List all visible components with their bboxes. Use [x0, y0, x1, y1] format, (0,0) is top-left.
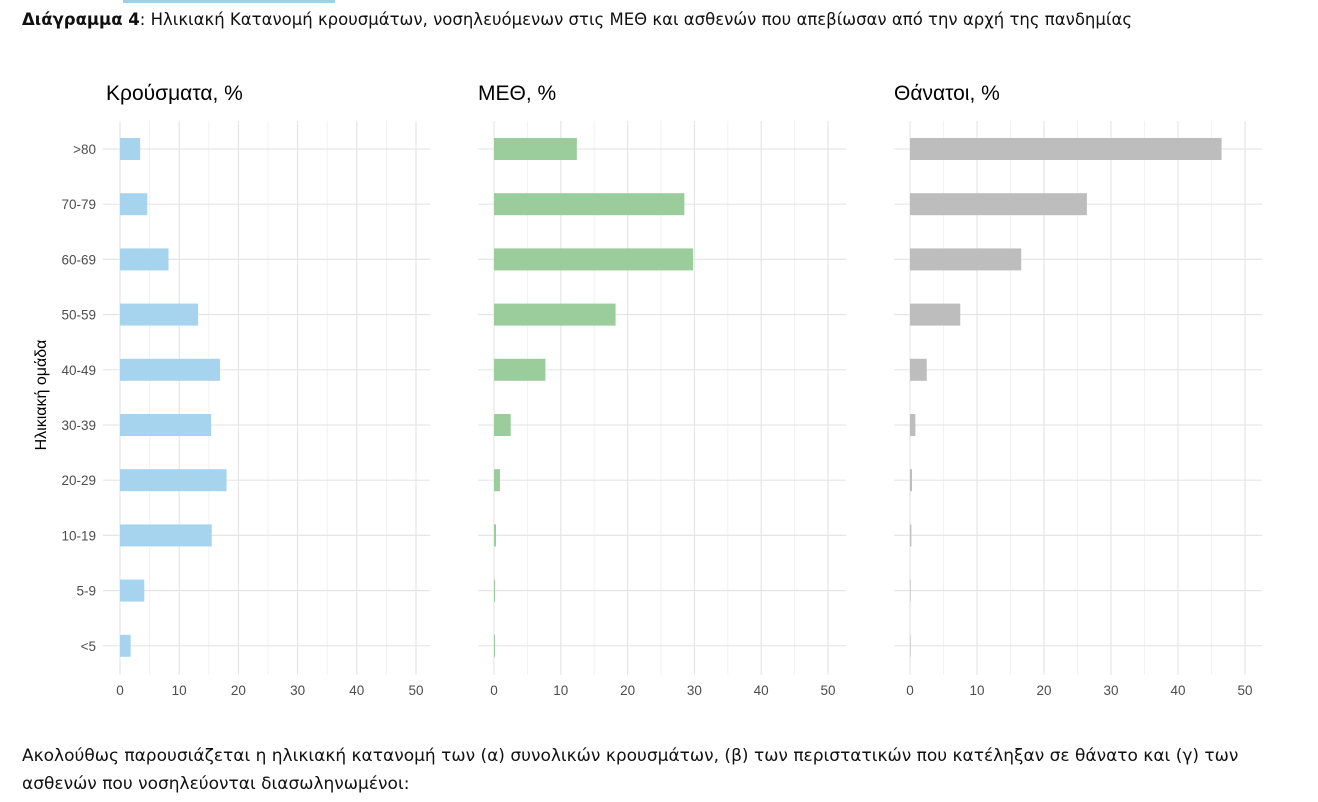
- bar-60-69: [120, 248, 169, 271]
- bar-20-29: [120, 469, 227, 492]
- x-tick-label: 50: [1237, 683, 1252, 698]
- panel-title: Κρούσματα, %: [106, 82, 243, 105]
- y-tick-label: 70-79: [61, 197, 96, 212]
- bar-30-39: [120, 414, 212, 436]
- caption-text: : Ηλικιακή Κατανομή κρουσμάτων, νοσηλευό…: [139, 10, 1133, 29]
- y-tick-label: 10-19: [61, 528, 96, 543]
- bar-20-29: [910, 469, 913, 492]
- x-tick-label: 20: [620, 683, 635, 698]
- x-tick-label: 0: [490, 683, 498, 698]
- bar-10-19: [120, 524, 212, 547]
- bar-5-9: [910, 579, 911, 602]
- y-tick-label: <5: [81, 639, 96, 654]
- bar-30-39: [910, 414, 916, 436]
- x-tick-label: 40: [1170, 683, 1185, 698]
- x-tick-label: 10: [553, 683, 568, 698]
- bar-<5: [910, 634, 911, 657]
- y-tick-label: 40-49: [61, 363, 96, 378]
- y-tick-label: 60-69: [61, 252, 96, 267]
- y-tick-label: 30-39: [61, 418, 96, 433]
- bar-60-69: [910, 248, 1022, 271]
- bar-40-49: [910, 358, 927, 381]
- bar-<5: [120, 634, 131, 657]
- bar-70-79: [494, 193, 685, 216]
- bar-70-79: [910, 193, 1087, 216]
- y-tick-label: >80: [73, 142, 96, 157]
- x-tick-label: 30: [1103, 683, 1118, 698]
- footer-paragraph: Ακολούθως παρουσιάζεται η ηλικιακή καταν…: [22, 746, 1239, 794]
- age-distribution-chart: 0 10 20 30 40 50 Κρούσματα, % 0 10 20 30 40 50 ΜΕΘ, %…: [33, 82, 1262, 698]
- bar-5-9: [120, 579, 145, 602]
- bar-50-59: [120, 303, 199, 326]
- x-tick-label: 0: [116, 683, 124, 698]
- bar-20-29: [494, 469, 501, 492]
- x-tick-label: 10: [969, 683, 984, 698]
- y-tick-label: 5-9: [76, 584, 96, 599]
- bar-50-59: [494, 303, 616, 326]
- x-tick-label: 40: [754, 683, 769, 698]
- x-tick-label: 50: [408, 683, 423, 698]
- y-axis-label: Ηλικιακή ομάδα: [33, 340, 50, 451]
- top-highlight-strip: [123, 0, 335, 3]
- panel-title: Θάνατοι, %: [894, 82, 1000, 105]
- panel-title: ΜΕΘ, %: [478, 82, 556, 105]
- x-tick-label: 40: [349, 683, 364, 698]
- bar-<5: [494, 634, 495, 657]
- x-tick-label: 10: [172, 683, 187, 698]
- caption-bold-label: Διάγραμμα 4: [22, 10, 140, 29]
- bar->80: [120, 138, 141, 160]
- bar->80: [494, 138, 577, 160]
- x-tick-label: 20: [231, 683, 246, 698]
- x-tick-label: 30: [290, 683, 305, 698]
- bar-10-19: [910, 524, 912, 547]
- bar-60-69: [494, 248, 694, 271]
- bar-50-59: [910, 303, 961, 326]
- bar-40-49: [120, 358, 221, 381]
- x-tick-label: 20: [1036, 683, 1051, 698]
- figure-caption: Διάγραμμα 4: Ηλικιακή Κατανομή κρουσμάτω…: [22, 10, 1132, 29]
- x-tick-label: 0: [906, 683, 914, 698]
- x-tick-label: 50: [820, 683, 835, 698]
- bar-30-39: [494, 414, 511, 436]
- bar-5-9: [494, 579, 495, 602]
- y-tick-label: 20-29: [61, 473, 96, 488]
- y-tick-label: 50-59: [61, 308, 96, 323]
- bar-10-19: [494, 524, 497, 547]
- bar->80: [910, 138, 1222, 160]
- bar-70-79: [120, 193, 148, 216]
- bar-40-49: [494, 358, 546, 381]
- x-tick-label: 30: [687, 683, 702, 698]
